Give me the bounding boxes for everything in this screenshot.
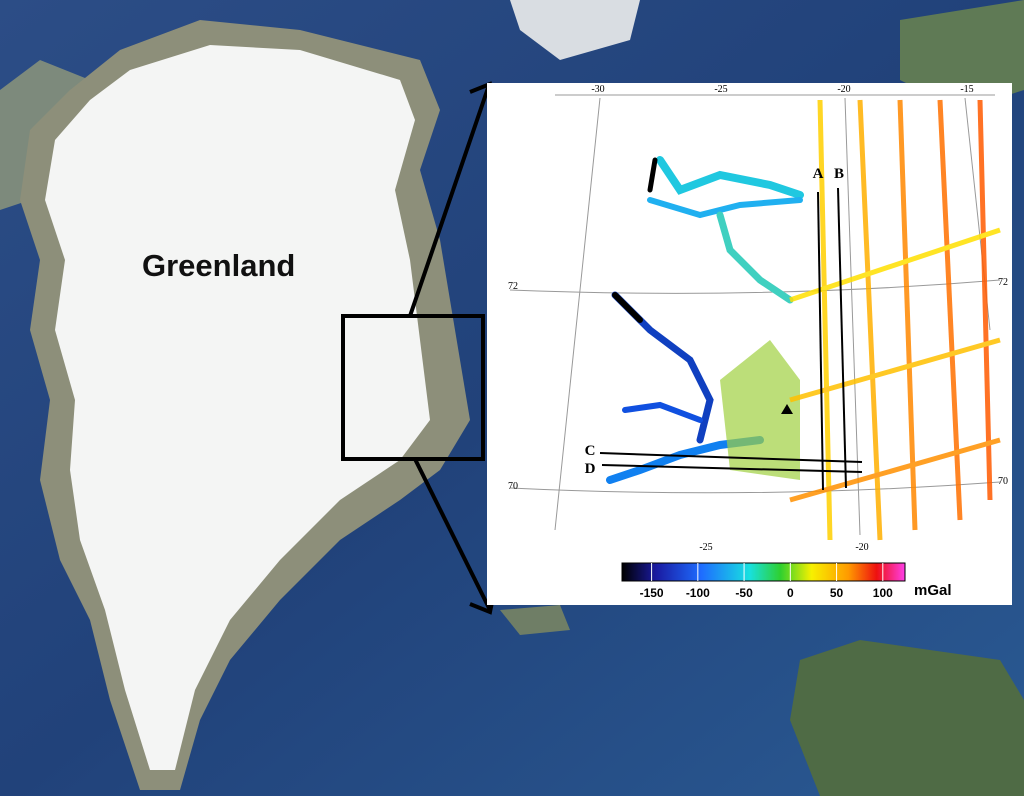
lat-label: 72 [998,277,1008,288]
survey-tracks [789,99,1001,541]
land [510,0,640,60]
locator-box [341,314,485,461]
lat-label: 70 [508,481,518,492]
marker [781,404,793,414]
lon-label: -30 [591,84,604,95]
lon-label: -25 [714,84,727,95]
lon-label: -15 [960,84,973,95]
profile-label: A [813,166,824,182]
colorbar-tick-label: 100 [873,586,893,600]
lat-label: 72 [508,281,518,292]
ice-sheet [45,45,430,770]
lon-label: -20 [837,84,850,95]
profile-label: D [585,461,596,477]
arrow [413,458,492,611]
profile-label: C [585,443,596,459]
inset-panel [487,83,1012,605]
lon-label: -25 [699,542,712,553]
land [900,0,1024,110]
colorbar-tick-label: -100 [686,586,710,600]
colorbar-tick-label: -150 [640,586,664,600]
profile-label: B [834,166,844,182]
region-label: Greenland [142,248,295,283]
colorbar [621,562,906,582]
colorbar-unit: mGal [914,582,952,599]
lon-label: -20 [855,542,868,553]
lat-label: 70 [998,476,1008,487]
land [790,640,1024,796]
colorbar-tick-label: -50 [735,586,753,600]
profile-lines [599,187,863,491]
colorbar-tick-label: 50 [830,586,844,600]
colorbar-tick-label: 0 [787,586,794,600]
arrow [408,87,490,317]
gravity-patch [720,340,800,480]
ice-flow [606,156,804,484]
land [500,605,570,635]
